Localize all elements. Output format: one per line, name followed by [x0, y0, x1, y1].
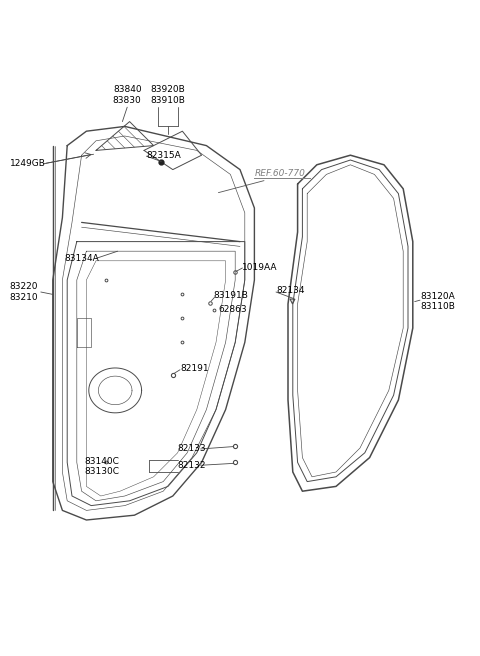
Text: 83140C
83130C: 83140C 83130C: [84, 457, 119, 476]
Text: 83220
83210: 83220 83210: [10, 282, 38, 302]
Text: 83920B
83910B: 83920B 83910B: [151, 85, 185, 105]
Text: REF.60-770: REF.60-770: [254, 169, 305, 178]
Text: 1019AA: 1019AA: [242, 264, 278, 272]
Text: 82191: 82191: [180, 364, 209, 373]
Text: 82315A: 82315A: [146, 151, 181, 159]
Text: 62863: 62863: [218, 305, 247, 314]
Text: 83840
83830: 83840 83830: [113, 85, 142, 105]
Text: 83120A
83110B: 83120A 83110B: [420, 292, 455, 312]
Text: 83134A: 83134A: [65, 254, 99, 263]
Text: 82132: 82132: [178, 461, 206, 470]
Text: 1249GB: 1249GB: [10, 159, 46, 169]
Text: 82133: 82133: [178, 445, 206, 453]
Text: 82134: 82134: [276, 286, 304, 295]
Text: 83191B: 83191B: [214, 291, 249, 300]
